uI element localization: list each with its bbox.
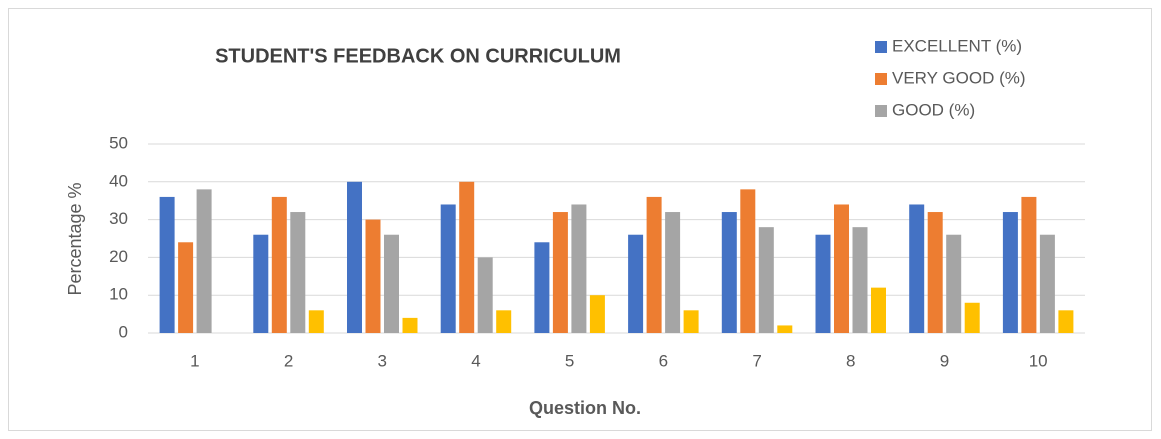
bar (1002, 212, 1018, 333)
bar (178, 242, 194, 333)
x-tick-label: 5 (565, 351, 574, 370)
x-tick-label: 7 (752, 351, 761, 370)
bar (384, 234, 399, 333)
bar (253, 234, 269, 333)
legend-label: GOOD (%) (892, 100, 975, 119)
bar (871, 287, 886, 333)
bar (740, 189, 756, 333)
bar (365, 219, 381, 333)
y-tick-label: 20 (109, 247, 128, 266)
x-tick-label: 8 (846, 351, 855, 370)
chart-title: STUDENT'S FEEDBACK ON CURRICULUM (215, 45, 621, 67)
bar (534, 242, 550, 333)
bar (646, 196, 662, 333)
bar (964, 302, 980, 333)
bar (683, 310, 699, 333)
bar (571, 204, 587, 333)
legend-swatch (875, 105, 887, 117)
bar (308, 310, 324, 333)
bar (665, 212, 681, 333)
bar (628, 234, 644, 333)
x-tick-label: 2 (284, 351, 293, 370)
bar (402, 317, 418, 333)
bar (1039, 234, 1055, 333)
bar (815, 234, 831, 333)
x-tick-label: 1 (190, 351, 199, 370)
bar (496, 310, 512, 333)
legend-swatch (875, 41, 887, 53)
x-tick-label: 9 (940, 351, 949, 370)
x-axis-label: Question No. (529, 398, 641, 418)
bar (852, 227, 868, 333)
bar (159, 196, 175, 333)
bar (290, 212, 306, 333)
y-tick-label: 10 (109, 285, 128, 304)
legend-swatch (875, 73, 887, 85)
y-tick-label: 30 (109, 209, 128, 228)
bar (1058, 310, 1074, 333)
y-tick-label: 50 (109, 133, 128, 152)
bar (946, 234, 962, 333)
y-tick-label: 40 (109, 171, 128, 190)
bar (477, 257, 493, 333)
bar (927, 212, 943, 333)
legend-label: VERY GOOD (%) (892, 68, 1026, 87)
bar (834, 204, 849, 333)
bar (777, 325, 793, 333)
bar (440, 204, 456, 333)
legend-label: EXCELLENT (%) (892, 36, 1022, 55)
x-tick-label: 4 (471, 351, 480, 370)
bar (758, 227, 774, 333)
y-axis-label: Percentage % (65, 182, 85, 295)
bar (347, 181, 362, 333)
bar (721, 212, 737, 333)
bar (459, 181, 475, 333)
bar (271, 196, 287, 333)
x-tick-label: 10 (1029, 351, 1048, 370)
bar (909, 204, 925, 333)
x-tick-label: 3 (378, 351, 387, 370)
bar (589, 295, 605, 333)
bar (552, 212, 568, 333)
y-tick-label: 0 (119, 322, 128, 341)
bar (1021, 196, 1037, 333)
bar (196, 189, 212, 333)
x-tick-label: 6 (659, 351, 668, 370)
